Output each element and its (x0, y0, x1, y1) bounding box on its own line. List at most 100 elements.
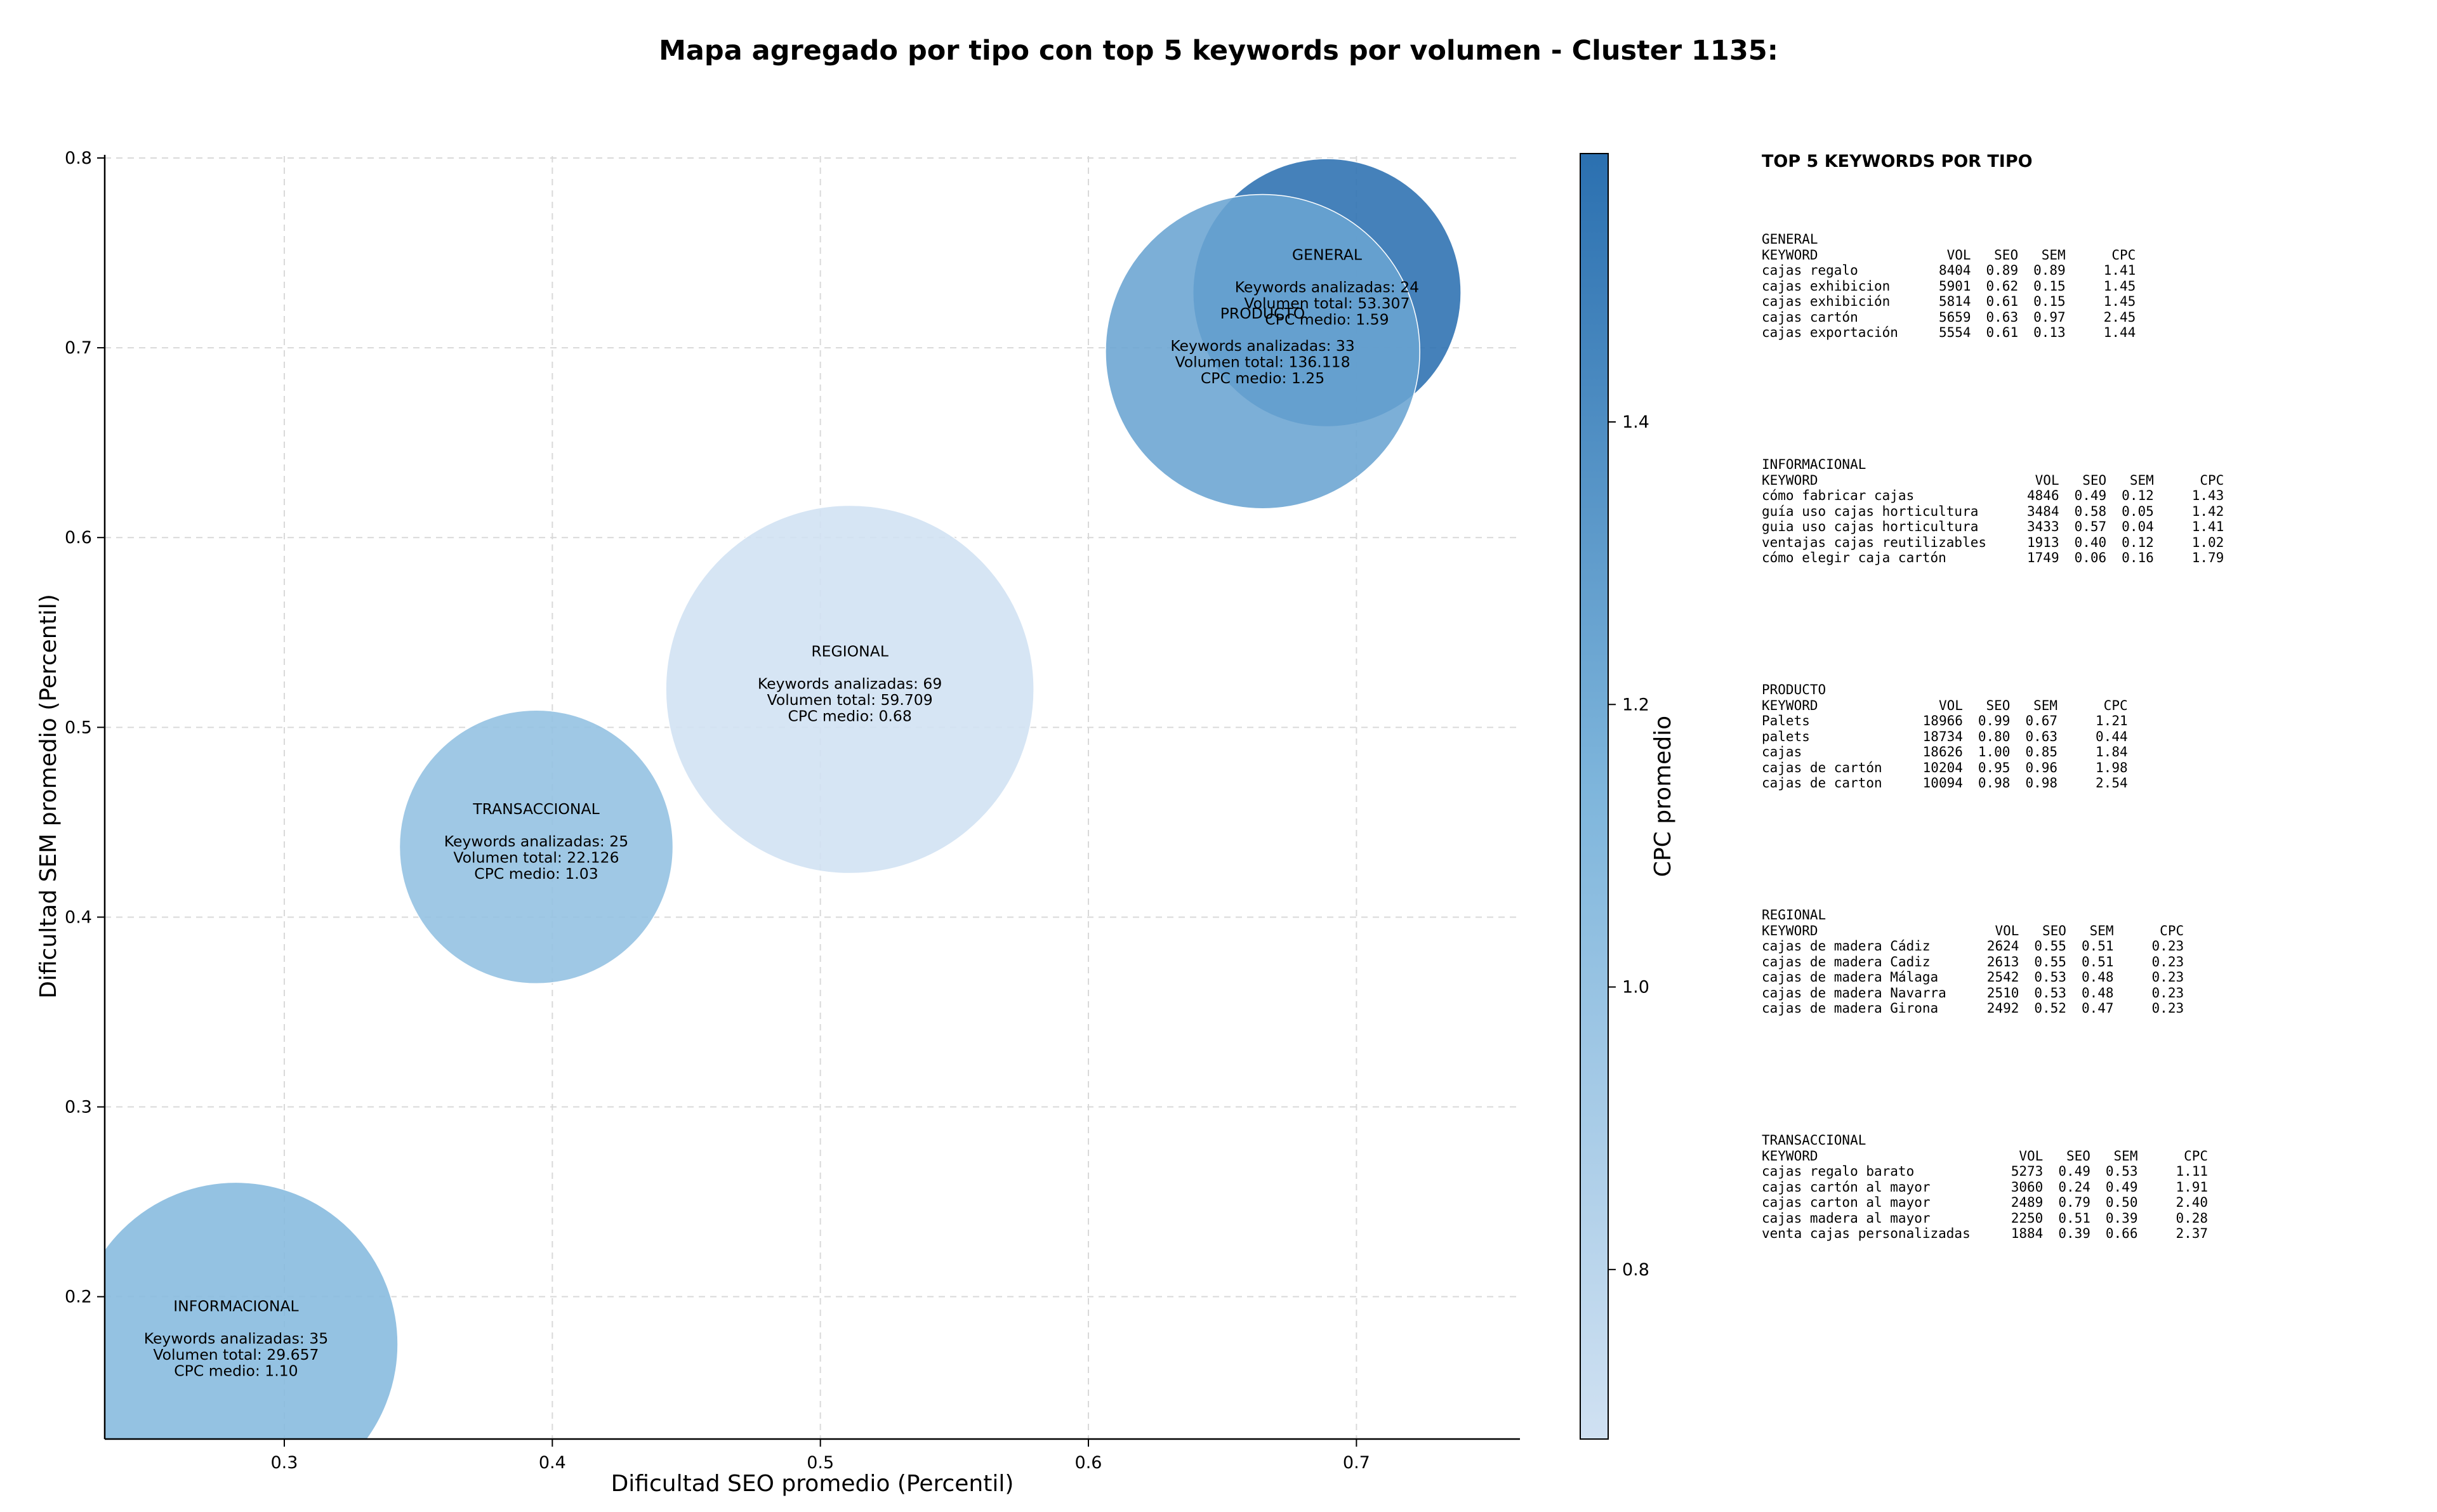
column-header: SEM (2129, 472, 2154, 488)
keyword-cell: cajas de madera Cádiz (1762, 938, 1931, 954)
x-tick-label: 0.6 (1075, 1453, 1102, 1473)
sem-cell: 0.47 (2081, 1001, 2114, 1016)
keyword-group-title: REGIONAL (1762, 907, 1826, 923)
column-header: CPC (2184, 1148, 2209, 1164)
keyword-table: KEYWORD VOL SEO SEM CPC cajas de madera Cádiz… (1762, 923, 2184, 1016)
bubble-label-type: REGIONAL (811, 643, 888, 661)
sem-cell: 0.13 (2033, 325, 2066, 340)
colorbar-label: CPC promedio (1650, 716, 1676, 877)
seo-cell: 0.49 (2074, 488, 2107, 503)
column-header: SEO (2082, 472, 2107, 488)
keyword-cell: cajas de madera Málaga (1762, 970, 1939, 985)
cpc-cell: 1.91 (2176, 1179, 2209, 1195)
keyword-row: cajas de madera Cadiz 2613 0.55 0.51 0.23 (1762, 954, 2184, 970)
seo-cell: 0.61 (1986, 325, 2019, 340)
colorbar-gradient (1580, 153, 1609, 1440)
cpc-cell: 0.23 (2151, 970, 2184, 985)
cpc-cell: 1.21 (2096, 713, 2128, 728)
column-header: SEM (2089, 923, 2114, 938)
keyword-cell: cajas regalo barato (1762, 1164, 1915, 1179)
sem-cell: 0.51 (2081, 938, 2114, 954)
sem-cell: 0.53 (2105, 1164, 2138, 1179)
column-header: KEYWORD (1762, 247, 1818, 263)
cpc-cell: 0.23 (2151, 985, 2184, 1001)
vol-cell: 5554 (1938, 325, 1971, 340)
keyword-row: cajas de madera Cádiz 2624 0.55 0.51 0.23 (1762, 938, 2184, 954)
colorbar-tick-label: 1.4 (1622, 412, 1649, 432)
seo-cell: 0.52 (2034, 1001, 2066, 1016)
bubble-transaccional (399, 709, 674, 985)
column-header: VOL (1938, 697, 1963, 713)
keyword-table: KEYWORD VOL SEO SEM CPC cómo fabricar cajas 48… (1762, 473, 2224, 566)
top-keywords-panel: TOP 5 KEYWORDS POR TIPO GENERAL KEYWORD VO… (1762, 152, 2396, 1242)
seo-cell: 0.40 (2074, 534, 2107, 550)
bubble-label-cpc-label: CPC medio: 1.25 (1201, 369, 1324, 387)
keyword-group-producto: PRODUCTO KEYWORD VOL SEO SEM CPC Palets 18966 0.… (1762, 682, 2128, 791)
vol-cell: 1884 (2011, 1226, 2044, 1241)
axes: 0.3 0.4 0.5 0.6 0.7 0.2 0.3 0.4 0.5 0.6 0.7 0.8 (65, 148, 1520, 1473)
bubble-label-type: PRODUCTO (1220, 305, 1305, 322)
cpc-cell: 1.11 (2176, 1164, 2209, 1179)
bubble-label-type: TRANSACCIONAL (472, 800, 599, 818)
bubble-label-keywords: Keywords analizadas: 35 (144, 1329, 328, 1347)
column-header: SEM (2113, 1148, 2138, 1164)
cpc-cell: 0.23 (2151, 1001, 2184, 1016)
sem-cell: 0.51 (2081, 954, 2114, 970)
bubble-label-cpc-label: CPC medio: 0.68 (788, 707, 911, 725)
keyword-row: cajas madera al mayor 2250 0.51 0.39 0.28 (1762, 1211, 2208, 1226)
colorbar: 0.8 1.0 1.2 1.4 (1580, 153, 1649, 1440)
cpc-cell: 2.54 (2096, 775, 2128, 791)
keyword-cell: cómo fabricar cajas (1762, 488, 1915, 503)
vol-cell: 5901 (1938, 278, 1971, 294)
y-tick-label: 0.5 (65, 718, 92, 737)
cpc-cell: 0.28 (2176, 1210, 2209, 1226)
sem-cell: 0.50 (2105, 1195, 2138, 1210)
seo-cell: 1.00 (1978, 744, 2011, 759)
x-tick-label: 0.3 (270, 1453, 298, 1473)
keyword-cell: cajas de cartón (1762, 759, 1882, 775)
vol-cell: 5273 (2011, 1164, 2044, 1179)
bubble-producto (1105, 194, 1420, 509)
column-header: VOL (2019, 1148, 2044, 1164)
sem-cell: 0.48 (2081, 985, 2114, 1001)
bubble-label-cpc-label: CPC medio: 1.59 (1265, 310, 1389, 328)
column-header: KEYWORD (1762, 923, 1818, 938)
vol-cell: 2613 (1986, 954, 2019, 970)
bubble-informacional (105, 1181, 399, 1439)
keyword-cell: cajas carton al mayor (1762, 1195, 1931, 1210)
cpc-cell: 1.41 (2191, 519, 2224, 534)
seo-cell: 0.99 (1978, 713, 2011, 728)
keyword-row: cajas exportación 5554 0.61 0.13 1.44 (1762, 325, 2136, 341)
keyword-row: cajas regalo barato 5273 0.49 0.53 1.11 (1762, 1164, 2208, 1180)
y-tick-label: 0.6 (65, 528, 92, 548)
sem-cell: 0.04 (2122, 519, 2154, 534)
cpc-cell: 1.02 (2191, 534, 2224, 550)
column-header: SEM (2033, 697, 2058, 713)
cpc-cell: 0.44 (2096, 728, 2128, 744)
keyword-row: cajas exhibicion 5901 0.62 0.15 1.45 (1762, 279, 2136, 294)
vol-cell: 2492 (1986, 1001, 2019, 1016)
seo-cell: 0.62 (1986, 278, 2019, 294)
keyword-row: guia uso cajas horticultura 3433 0.57 0.04 1… (1762, 519, 2224, 535)
keyword-table: KEYWORD VOL SEO SEM CPC cajas regalo barato 52… (1762, 1148, 2208, 1242)
keyword-group-title: GENERAL (1762, 232, 1818, 247)
keyword-group-transaccional: TRANSACCIONAL KEYWORD VOL SEO SEM CPC cajas re… (1762, 1133, 2208, 1242)
keyword-row: cajas de carton 10094 0.98 0.98 2.54 (1762, 775, 2128, 791)
column-header: SEM (2041, 247, 2066, 263)
vol-cell: 8404 (1938, 263, 1971, 278)
keyword-cell: Palets (1762, 713, 1810, 728)
sem-cell: 0.48 (2081, 970, 2114, 985)
y-axis-label: Dificultad SEM promedio (Percentil) (36, 594, 62, 999)
keyword-table: KEYWORD VOL SEO SEM CPC Palets 18966 0.99 0.67 1.… (1762, 698, 2128, 791)
keyword-cell: cómo elegir caja cartón (1762, 550, 1946, 565)
vol-cell: 10204 (1922, 759, 1963, 775)
column-header: SEO (2066, 1148, 2090, 1164)
keyword-row: cómo fabricar cajas 4846 0.49 0.12 1.43 (1762, 488, 2224, 504)
keyword-row: cajas cartón al mayor 3060 0.24 0.49 1.91 (1762, 1180, 2208, 1195)
seo-cell: 0.53 (2034, 985, 2066, 1001)
column-header: KEYWORD (1762, 1148, 1818, 1164)
cpc-cell: 1.41 (2103, 263, 2136, 278)
keyword-row: Palets 18966 0.99 0.67 1.21 (1762, 713, 2128, 729)
seo-cell: 0.63 (1986, 309, 2019, 325)
keyword-cell: cajas cartón (1762, 309, 1858, 325)
